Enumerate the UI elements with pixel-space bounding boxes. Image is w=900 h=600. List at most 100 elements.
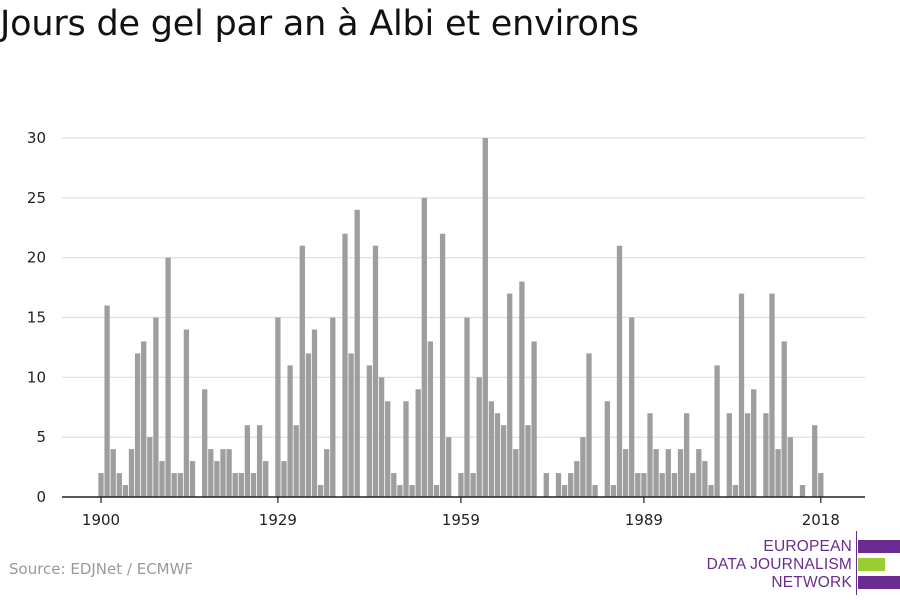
bar-1979 (580, 437, 586, 497)
bar-1961 (470, 473, 476, 497)
bar-1995 (677, 449, 684, 497)
bar-1964 (488, 401, 495, 497)
bar-1983 (604, 401, 610, 497)
bar-1921 (226, 449, 232, 497)
y-axis-tick-labels: 0 5 10 15 20 25 30 (27, 129, 46, 506)
bar-1910 (159, 461, 165, 497)
bar-2000 (708, 485, 714, 497)
bar-1940 (342, 233, 348, 498)
y-tick-label: 0 (36, 488, 46, 506)
bar-1949 (397, 485, 403, 497)
y-tick-label: 15 (27, 309, 46, 327)
y-tick-label: 10 (27, 368, 46, 386)
bar-2006 (744, 413, 751, 497)
bar-1942 (354, 209, 360, 498)
bar-1926 (256, 425, 263, 497)
bar-1935 (311, 329, 318, 497)
logo-line-2: DATA JOURNALISM (706, 556, 852, 573)
bar-1909 (153, 317, 159, 497)
bar-1923 (238, 473, 244, 497)
bar-1927 (263, 461, 269, 497)
bar-1917 (202, 389, 208, 497)
bar-1948 (391, 473, 397, 497)
bar-1941 (348, 353, 354, 497)
bar-1902 (110, 449, 116, 497)
bar-1938 (330, 317, 336, 497)
logo-bar-top (858, 540, 900, 553)
bar-2009 (763, 413, 769, 497)
bar-1973 (543, 473, 549, 497)
x-tick-label: 1900 (82, 511, 120, 529)
bar-1944 (366, 365, 373, 497)
bar-2010 (769, 293, 775, 497)
bar-1914 (183, 329, 190, 497)
x-tick-label: 1929 (259, 511, 297, 529)
bar-1999 (702, 461, 708, 497)
gridlines (62, 137, 865, 438)
bar-1980 (586, 353, 592, 497)
bar-1937 (324, 449, 330, 497)
bar-1954 (427, 341, 434, 497)
bar-1987 (629, 317, 635, 497)
bar-1922 (232, 473, 238, 497)
bar-1998 (696, 449, 702, 497)
bar-2013 (787, 437, 793, 497)
x-axis-tick-labels: 1900 1929 1959 1989 2018 (82, 511, 840, 529)
x-axis-ticks (100, 497, 822, 503)
bar-1990 (647, 413, 653, 497)
bar-1963 (482, 138, 488, 497)
bar-2005 (738, 293, 745, 497)
bar-1989 (641, 473, 647, 497)
bar-1985 (616, 245, 623, 497)
bar-1959 (458, 473, 464, 497)
bar-1911 (165, 257, 171, 497)
bar-1991 (653, 449, 659, 497)
bar-1929 (275, 317, 281, 497)
bar-1915 (189, 461, 196, 497)
logo-line-1: EUROPEAN (763, 538, 852, 555)
bar-1975 (555, 473, 562, 497)
bar-1946 (378, 377, 385, 497)
bar-1933 (299, 245, 305, 497)
bar-1918 (208, 449, 214, 497)
x-tick-label: 1989 (625, 511, 663, 529)
bar-1970 (525, 425, 531, 497)
bar-1981 (592, 485, 598, 497)
y-tick-label: 5 (36, 428, 46, 446)
bar-1906 (134, 353, 141, 497)
y-tick-label: 30 (27, 129, 46, 147)
bar-1992 (659, 473, 665, 497)
chart-title: Jours de gel par an à Albi et environs (0, 4, 639, 44)
bar-1971 (531, 341, 537, 497)
bar-1984 (610, 485, 617, 497)
y-tick-label: 20 (27, 249, 46, 267)
bars (98, 138, 824, 498)
logo-line-3: NETWORK (771, 574, 852, 591)
edjnet-logo: EUROPEAN DATA JOURNALISM NETWORK (700, 531, 900, 597)
bar-1901 (104, 305, 110, 497)
bar-1968 (513, 449, 519, 497)
bar-1920 (220, 449, 226, 497)
bar-1955 (433, 485, 440, 497)
bar-1908 (147, 437, 153, 497)
bar-1976 (561, 485, 568, 497)
logo-separator (856, 531, 857, 595)
bar-1993 (665, 449, 671, 497)
bar-1932 (293, 425, 299, 497)
bar-1960 (464, 317, 470, 497)
bar-1962 (476, 377, 482, 497)
bar-1907 (141, 341, 147, 497)
bar-1924 (244, 425, 251, 497)
logo-bar-bottom (858, 576, 900, 589)
bar-1947 (385, 401, 391, 497)
bar-1913 (177, 473, 183, 497)
y-tick-label: 25 (27, 189, 46, 207)
bar-2004 (732, 485, 739, 497)
bar-1969 (519, 281, 525, 497)
x-tick-label: 1959 (442, 511, 480, 529)
bar-1925 (250, 473, 257, 497)
bar-1903 (116, 473, 122, 497)
bar-2001 (714, 365, 720, 497)
bar-2018 (818, 473, 824, 497)
